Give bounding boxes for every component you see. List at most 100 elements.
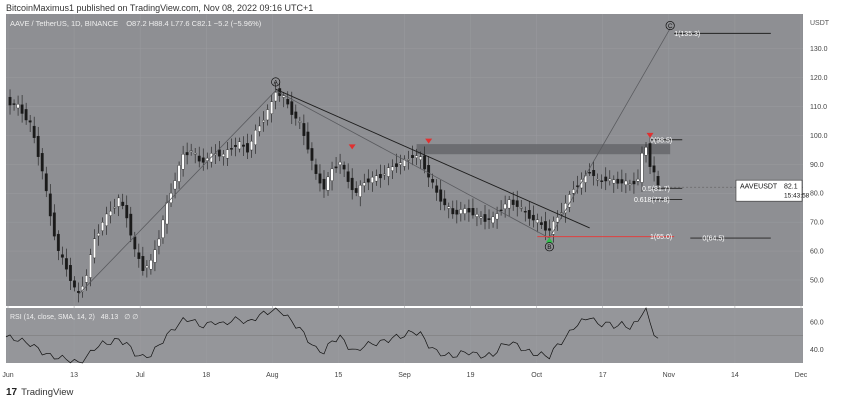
candle-down	[451, 208, 455, 215]
candle-up	[145, 265, 149, 268]
candle-up	[386, 167, 390, 177]
candle-up	[193, 153, 197, 155]
candle-up	[153, 249, 157, 263]
candle-down	[125, 205, 129, 219]
candle-down	[40, 153, 44, 172]
candle-up	[503, 203, 507, 210]
candle-down	[322, 178, 326, 190]
candle-up	[282, 95, 286, 98]
candle-up	[105, 213, 109, 226]
candle-up	[274, 92, 278, 102]
candle-down	[467, 208, 471, 213]
candle-down	[129, 213, 133, 236]
candle-up	[479, 216, 483, 219]
candle-down	[427, 165, 431, 178]
candle-up	[89, 254, 92, 278]
green-up-marker-icon	[545, 237, 553, 243]
annotation-labels: 1(135.3) 0(98.5) 0.5(81.7) 0.618(77.8) 1(65.…	[271, 21, 725, 252]
candle-down	[656, 176, 660, 186]
candle-up	[640, 153, 644, 183]
candle-up	[556, 217, 559, 223]
candle-up	[85, 275, 88, 283]
candle-up	[161, 219, 165, 238]
candle-down	[620, 179, 624, 184]
candle-up	[254, 129, 257, 145]
rsi-line	[5, 307, 659, 364]
candle-up	[608, 178, 612, 181]
candle-up	[491, 216, 495, 224]
tradingview-logo-icon: 17	[6, 387, 18, 398]
candle-down	[141, 256, 145, 271]
candle-down	[547, 228, 551, 231]
candle-up	[447, 206, 451, 209]
wave-label-text: C	[668, 23, 673, 30]
candle-down	[600, 180, 604, 182]
y-axis-unit: USDT	[810, 20, 830, 27]
candle-down	[20, 104, 24, 114]
drawings	[78, 28, 803, 295]
candle-up	[374, 175, 378, 182]
candle-down	[32, 125, 36, 138]
last-price-symbol: AAVEUSDT	[740, 184, 778, 191]
candle-up	[399, 162, 402, 165]
candle-up	[326, 176, 330, 191]
candle-down	[395, 163, 398, 167]
candle-up	[262, 120, 266, 123]
candle-down	[52, 212, 56, 237]
candle-down	[431, 179, 435, 183]
candle-up	[250, 140, 253, 151]
candle-down	[483, 214, 487, 222]
descending-trendline	[275, 88, 590, 229]
candle-down	[77, 291, 80, 293]
candle-up	[270, 101, 274, 114]
candle-down	[246, 143, 249, 153]
y-tick-label: 50.0	[810, 277, 824, 284]
candle-up	[535, 219, 539, 223]
candle-down	[443, 198, 447, 206]
annotation-level-label: 0.618(77.8)	[634, 197, 670, 204]
candle-down	[543, 221, 547, 231]
candle-up	[415, 155, 418, 158]
x-tick-label: 13	[70, 372, 78, 379]
candle-down	[294, 111, 298, 119]
candle-down	[286, 99, 290, 105]
rsi-extra: ∅ ∅	[124, 314, 138, 321]
candle-up	[628, 183, 632, 185]
x-tick-label: 15	[335, 372, 343, 379]
y-tick-label: 100.0	[810, 133, 828, 140]
candle-up	[149, 260, 153, 270]
x-tick-label: 18	[202, 372, 210, 379]
red-down-marker-icon	[646, 132, 654, 138]
candle-down	[576, 185, 580, 187]
candles	[8, 80, 660, 303]
candle-down	[197, 155, 201, 162]
candle-down	[539, 222, 543, 225]
candle-up	[644, 147, 648, 156]
candle-up	[391, 166, 394, 171]
last-price-box	[735, 179, 803, 202]
candle-up	[258, 125, 262, 132]
candle-down	[604, 176, 608, 182]
candle-down	[64, 258, 68, 270]
candle-down	[8, 96, 12, 106]
candle-down	[48, 193, 52, 217]
candle-up	[181, 154, 185, 170]
candle-up	[495, 213, 499, 220]
y-tick-label: 60.0	[810, 249, 824, 256]
publish-header: BitcoinMaximus1 published on TradingView…	[6, 3, 314, 13]
candle-down	[648, 143, 652, 167]
candle-down	[137, 252, 141, 259]
chart-legend: AAVE / TetherUS, 1D, BINANCE O87.2 H88.4…	[10, 19, 262, 28]
candle-up	[475, 214, 479, 217]
candle-up	[173, 180, 177, 190]
tradingview-branding: 17 TradingView	[6, 387, 73, 398]
candle-down	[523, 211, 527, 213]
rsi-legend: RSI (14, close, SMA, 14, 2) 48.13 ∅ ∅	[10, 314, 138, 321]
candle-down	[592, 169, 596, 177]
y-tick-label: 90.0	[810, 162, 824, 169]
candle-down	[511, 199, 515, 205]
wave-label-text: A	[274, 79, 279, 86]
candle-down	[515, 200, 519, 207]
annotation-level-label: 1(135.3)	[674, 31, 700, 38]
wave-path	[78, 28, 671, 295]
